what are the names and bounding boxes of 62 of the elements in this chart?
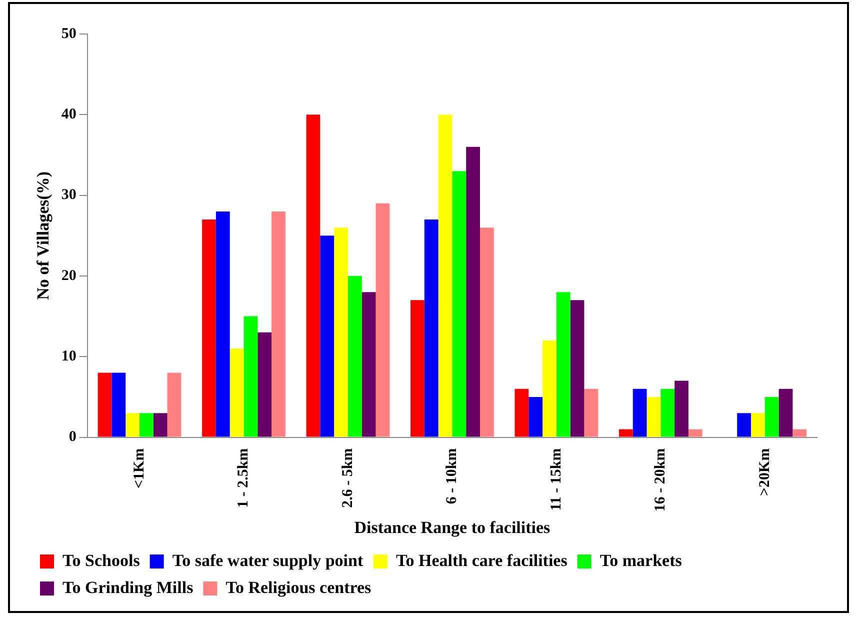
bar <box>167 372 182 437</box>
bar <box>98 372 112 437</box>
bar <box>542 340 556 437</box>
y-tick-label: 20 <box>61 268 76 284</box>
bar <box>112 372 126 437</box>
bar <box>362 292 376 437</box>
bar <box>410 300 424 437</box>
bar <box>688 429 702 437</box>
bar <box>764 396 779 437</box>
legend-label: To markets <box>600 550 682 570</box>
bar <box>306 114 320 437</box>
bar <box>452 171 466 437</box>
bar <box>556 292 570 437</box>
y-tick-label: 0 <box>68 429 76 446</box>
x-tick-label: 1 - 2.5km <box>236 448 252 508</box>
bar <box>674 380 688 437</box>
bar <box>646 396 661 437</box>
legend-label: To Religious centres <box>226 578 372 597</box>
bar <box>750 413 765 437</box>
legend-label: To safe water supply point <box>172 550 364 570</box>
y-tick-label: 10 <box>61 348 76 364</box>
bar <box>480 228 494 437</box>
bar <box>334 228 348 437</box>
bar <box>660 388 675 437</box>
bar <box>618 429 633 437</box>
legend-label: To Schools <box>62 550 140 570</box>
bar <box>376 203 390 437</box>
x-tick-label: 2.6 - 5km <box>340 448 356 508</box>
x-axis-title: Distance Range to facilities <box>354 518 551 538</box>
bar <box>272 211 286 437</box>
x-tick-label: >20Km <box>756 448 773 496</box>
bar <box>466 146 480 437</box>
x-tick-label: <1Km <box>131 448 148 488</box>
bar <box>153 413 168 437</box>
y-axis-title: No of Villages(%) <box>34 171 53 300</box>
bar <box>202 220 216 437</box>
bar <box>737 413 751 437</box>
bar <box>230 348 244 437</box>
x-tick-label: 6 - 10km <box>444 448 460 504</box>
bar <box>528 396 543 437</box>
bar <box>244 316 258 437</box>
bar <box>348 276 362 437</box>
bar <box>126 413 140 437</box>
bar <box>584 388 598 437</box>
y-tick-label: 40 <box>61 106 76 123</box>
bar <box>438 114 452 437</box>
bar <box>424 220 438 437</box>
legend-label: To Grinding Mills <box>62 578 194 597</box>
bar <box>320 236 334 437</box>
y-tick-label: 30 <box>61 187 76 204</box>
bar <box>140 413 154 437</box>
bar <box>514 388 529 437</box>
bar <box>778 388 793 437</box>
bar <box>216 211 230 437</box>
x-tick-label: 11 - 15km <box>548 448 564 511</box>
bar <box>258 332 272 437</box>
legend-label: To Health care facilities <box>396 550 568 570</box>
x-tick-label: 16 - 20km <box>652 448 669 512</box>
bar <box>570 300 584 437</box>
bar <box>632 388 647 437</box>
bar <box>792 429 807 437</box>
y-tick-label: 50 <box>61 26 76 42</box>
